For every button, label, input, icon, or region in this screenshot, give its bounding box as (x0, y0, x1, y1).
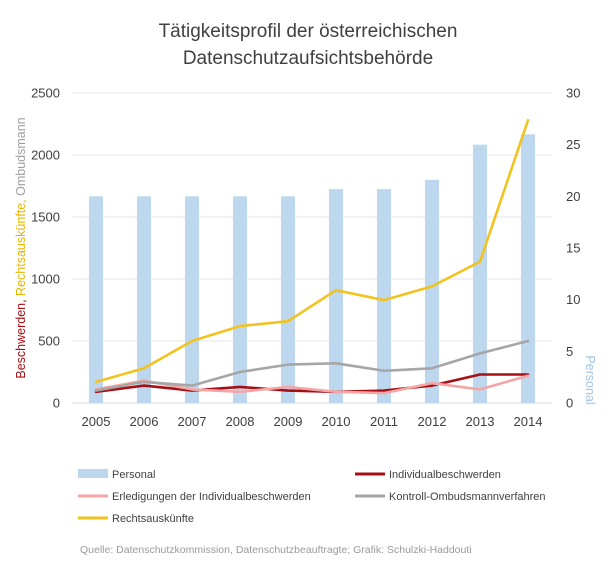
bar-personal-2010 (329, 189, 343, 403)
legend-item: Individualbeschwerden (355, 469, 501, 481)
legend-label: Erledigungen der Individualbeschwerden (112, 491, 311, 503)
right-axis-tick-label: 30 (566, 86, 580, 101)
right-axis-tick-label: 15 (566, 241, 580, 256)
bar-personal-2009 (281, 196, 295, 403)
bar-personal-2008 (233, 196, 247, 403)
right-axis-tick-label: 20 (566, 189, 580, 204)
left-axis-tick-labels: 0 500 1000 1500 2000 2500 (31, 86, 60, 411)
x-axis-tick-label: 2005 (82, 414, 111, 429)
legend-label: Individualbeschwerden (389, 469, 501, 481)
legend-item: Rechtsauskünfte (78, 513, 194, 525)
left-axis-tick-label: 2500 (31, 86, 60, 101)
x-axis-tick-label: 2008 (226, 414, 255, 429)
x-axis-tick-label: 2011 (370, 414, 398, 429)
bar-series-personal (89, 134, 535, 404)
legend-label: Rechtsauskünfte (112, 513, 194, 525)
left-axis-tick-label: 0 (53, 396, 60, 411)
bar-personal-2014 (521, 134, 535, 404)
bar-personal-2006 (137, 196, 151, 403)
right-axis-tick-label: 0 (566, 396, 573, 411)
left-axis-label-part-1: Beschwerden, (14, 296, 28, 379)
left-axis-label: Beschwerden, Rechtsauskünfte, Ombudsmann (14, 117, 28, 378)
chart-title-line-2: Datenschutzaufsichtsbehörde (183, 48, 433, 69)
line-series (94, 119, 530, 395)
x-axis-tick-labels: 2005 2006 2007 2008 2009 2010 2011 2012 2013 2014 (82, 414, 543, 429)
bar-personal-2013 (473, 144, 487, 403)
left-axis-tick-label: 1000 (31, 272, 60, 287)
line-kontroll-ombudsmannverfahren (94, 339, 530, 392)
left-axis-tick-label: 1500 (31, 210, 60, 225)
left-axis-tick-label: 2000 (31, 148, 60, 163)
x-axis-tick-label: 2012 (418, 414, 447, 429)
legend-label: Personal (112, 469, 155, 481)
right-axis-label: Personal (583, 355, 597, 404)
chart-title-line-1: Tätigkeitsprofil der österreichischen (159, 21, 458, 42)
bar-personal-2005 (89, 196, 103, 403)
x-axis-tick-label: 2013 (466, 414, 495, 429)
right-axis-tick-label: 10 (566, 292, 580, 307)
bar-personal-2007 (185, 196, 199, 403)
legend: Personal Individualbeschwerden Erledigunge… (78, 469, 546, 525)
gridlines (72, 92, 552, 404)
legend-item: Personal (78, 469, 155, 481)
x-axis-tick-label: 2007 (178, 414, 207, 429)
x-axis-tick-label: 2014 (514, 414, 543, 429)
x-axis-tick-label: 2009 (274, 414, 303, 429)
right-axis-tick-label: 25 (566, 137, 580, 152)
right-axis-tick-label: 5 (566, 344, 573, 359)
left-axis-tick-label: 500 (38, 334, 60, 349)
x-axis-tick-label: 2006 (130, 414, 159, 429)
left-axis-label-part-3: Ombudsmann (14, 117, 28, 196)
left-axis-label-part-2: Rechtsauskünfte, (14, 196, 28, 296)
source-note: Quelle: Datenschutzkommission, Datenschu… (80, 544, 472, 556)
line-rechtsauskünfte (94, 119, 530, 384)
bar-personal-2011 (377, 189, 391, 403)
legend-label: Kontroll-Ombudsmannverfahren (389, 491, 546, 503)
right-axis-tick-labels: 0 5 10 15 20 25 30 (566, 86, 580, 411)
legend-swatch (78, 469, 108, 478)
bar-personal-2012 (425, 179, 439, 403)
legend-item: Erledigungen der Individualbeschwerden (78, 491, 311, 503)
line-individualbeschwerden (94, 373, 530, 394)
x-axis-tick-label: 2010 (322, 414, 351, 429)
legend-item: Kontroll-Ombudsmannverfahren (355, 491, 546, 503)
